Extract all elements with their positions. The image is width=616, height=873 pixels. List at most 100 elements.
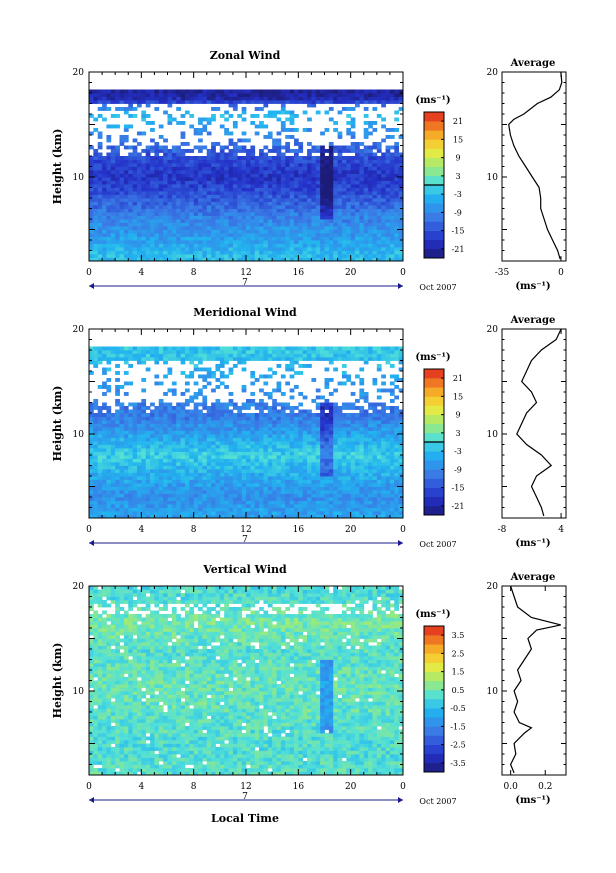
heatmap-cell [246, 490, 251, 494]
heatmap-cell [350, 233, 356, 237]
heatmap-cell [333, 100, 338, 104]
heatmap-cell [385, 145, 391, 150]
heatmap-cell [394, 163, 400, 167]
heatmap-cell [206, 229, 212, 234]
heatmap-cell [184, 448, 190, 452]
heatmap-cell [198, 254, 203, 258]
heatmap-cell [106, 96, 112, 101]
heatmap-cell [97, 437, 103, 442]
heatmap-cell [389, 254, 395, 258]
heatmap-cell [123, 458, 129, 463]
heatmap-cell [237, 247, 243, 251]
heatmap-cell [237, 409, 243, 414]
heatmap-cell [102, 500, 107, 505]
heatmap-cell [163, 198, 168, 202]
heatmap-cell [106, 486, 112, 491]
heatmap-cell [219, 350, 225, 354]
heatmap-cell [128, 184, 134, 188]
heatmap-cell [267, 437, 273, 442]
heatmap-cell [154, 180, 160, 185]
heatmap-cell [302, 173, 308, 178]
heatmap-cell [241, 170, 247, 174]
heatmap-cell [150, 504, 155, 508]
heatmap-cell [228, 441, 234, 445]
heatmap-cell [128, 402, 134, 407]
heatmap-cell [394, 250, 400, 255]
heatmap-cell [293, 360, 299, 365]
heatmap-cell [307, 511, 312, 515]
heatmap-cell [219, 114, 225, 118]
heatmap-cell [333, 212, 338, 216]
heatmap-cell [123, 476, 129, 480]
heatmap-cell [158, 469, 164, 473]
heatmap-cell [324, 170, 330, 174]
heatmap-cell [381, 124, 386, 129]
heatmap-cell [171, 458, 177, 463]
heatmap-cell [141, 430, 147, 435]
heatmap-cell [189, 96, 195, 101]
heatmap-cell [307, 184, 312, 188]
heatmap-cell [302, 254, 308, 258]
heatmap-cell [154, 163, 160, 167]
heatmap-cell [198, 128, 203, 132]
heatmap-cell [198, 212, 203, 216]
heatmap-cell [355, 159, 360, 164]
heatmap-cell [381, 187, 386, 192]
heatmap-cell [337, 180, 343, 185]
heatmap-cell [132, 472, 138, 477]
heatmap-cell [171, 455, 177, 459]
heatmap-cell [276, 434, 282, 438]
heatmap-cell [163, 194, 168, 199]
heatmap-cell [102, 465, 107, 470]
heatmap-cell [176, 444, 181, 449]
heatmap-cell [285, 514, 291, 519]
heatmap-cell [376, 177, 382, 181]
heatmap-cell [289, 212, 295, 216]
heatmap-cell [89, 476, 94, 480]
heatmap-cell [202, 444, 208, 449]
heatmap-cell [215, 219, 221, 223]
heatmap-cell [285, 381, 291, 386]
heatmap-cell [180, 166, 186, 171]
heatmap-cell [280, 222, 286, 227]
heatmap-cell [224, 219, 229, 223]
heatmap-cell [180, 507, 186, 512]
heatmap-cell [285, 110, 291, 115]
heatmap-cell [211, 240, 216, 244]
heatmap-cell [280, 103, 286, 108]
heatmap-cell [368, 170, 373, 174]
heatmap-cell [97, 490, 103, 494]
heatmap-cell [259, 254, 264, 258]
heatmap-cell [198, 427, 203, 431]
heatmap-cell [158, 145, 164, 150]
heatmap-cell [285, 504, 291, 508]
heatmap-cell [206, 507, 212, 512]
heatmap-cell [93, 511, 99, 515]
heatmap-cell [315, 208, 321, 213]
heatmap-cell [254, 469, 260, 473]
heatmap-cell [115, 462, 120, 466]
heatmap-cell [136, 219, 142, 223]
heatmap-cell [228, 367, 234, 372]
heatmap-cell [241, 360, 247, 365]
heatmap-cell [123, 448, 129, 452]
heatmap-cell [237, 257, 243, 262]
heatmap-cell [211, 166, 216, 171]
heatmap-cell [150, 250, 155, 255]
heatmap-cell [293, 357, 299, 361]
heatmap-cell [246, 430, 251, 435]
heatmap-cell [376, 233, 382, 237]
heatmap-cell [184, 215, 190, 220]
heatmap-cell [394, 184, 400, 188]
heatmap-cell [302, 455, 308, 459]
heatmap-cell [215, 100, 221, 104]
heatmap-cell [272, 423, 277, 428]
heatmap-cell [198, 353, 203, 358]
heatmap-cell [171, 201, 177, 206]
heatmap-cell [259, 194, 264, 199]
heatmap-cell [389, 145, 395, 150]
heatmap-cell [123, 226, 129, 230]
heatmap-cell [398, 257, 404, 262]
heatmap-cell [89, 479, 94, 484]
heatmap-cell [250, 476, 256, 480]
